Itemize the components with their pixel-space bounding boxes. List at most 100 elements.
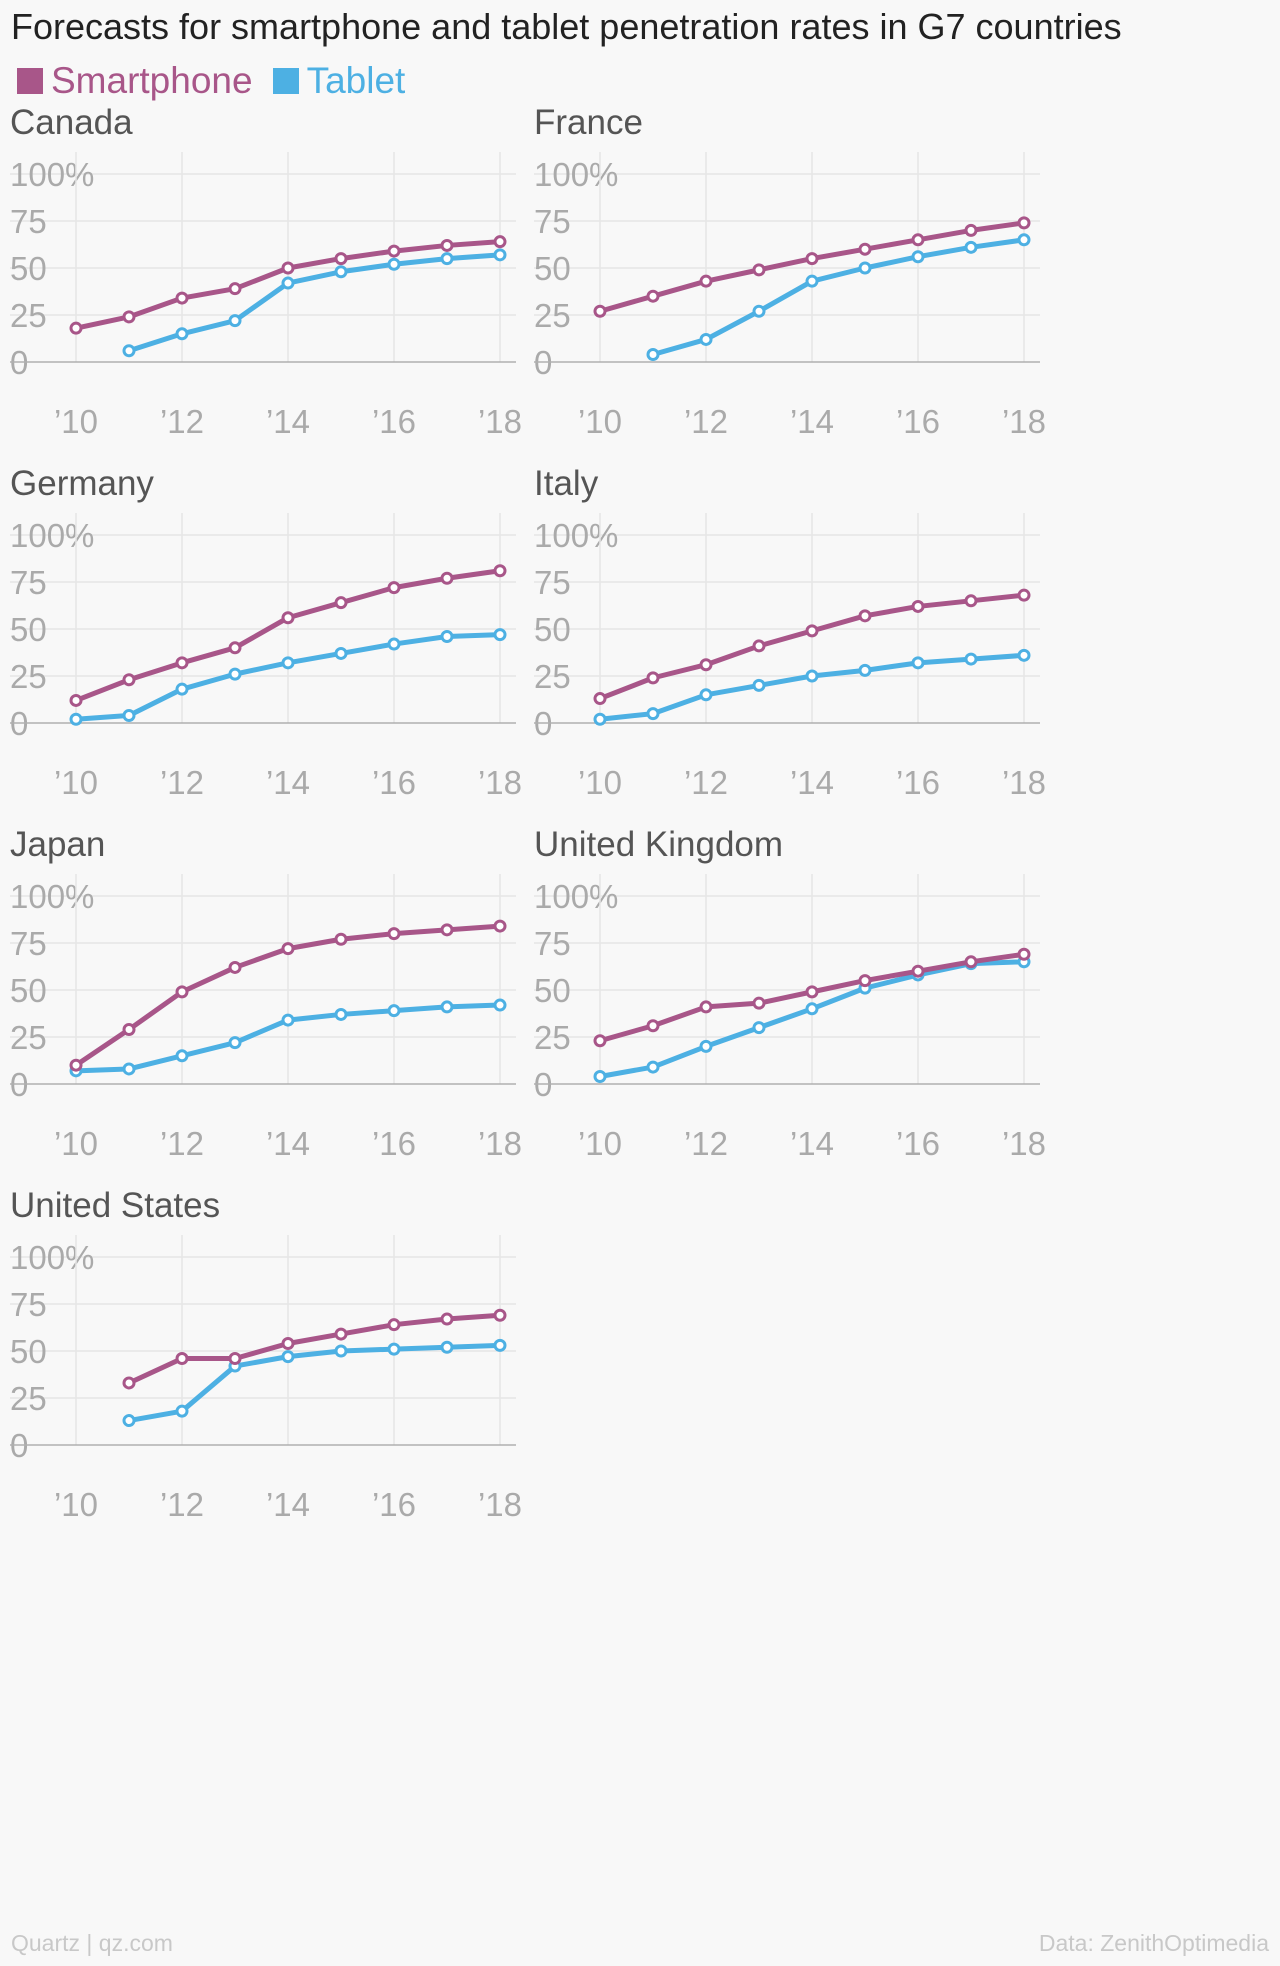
- smartphone-point: [228, 641, 242, 655]
- smartphone-point: [281, 942, 295, 956]
- x-tick-label: ’18: [478, 403, 522, 440]
- smartphone-point: [646, 289, 660, 303]
- tablet-point: [805, 274, 819, 288]
- x-tick-label: ’16: [896, 764, 940, 801]
- x-tick-label: ’18: [1002, 764, 1046, 801]
- smartphone-point: [387, 581, 401, 595]
- x-tick-label: ’16: [896, 403, 940, 440]
- y-tick-label: 100%: [10, 878, 94, 915]
- tablet-point: [699, 332, 713, 346]
- smartphone-point: [122, 310, 136, 324]
- x-tick-label: ’14: [266, 1125, 310, 1162]
- smartphone-point: [1017, 216, 1031, 230]
- y-tick-label: 25: [10, 297, 47, 334]
- smartphone-point: [964, 223, 978, 237]
- smartphone-point: [593, 1034, 607, 1048]
- smartphone-point: [122, 1376, 136, 1390]
- x-tick-label: ’18: [1002, 1125, 1046, 1162]
- y-tick-label: 75: [534, 564, 571, 601]
- y-tick-label: 50: [10, 972, 47, 1009]
- x-tick-label: ’14: [790, 403, 834, 440]
- tablet-point: [228, 667, 242, 681]
- x-tick-label: ’12: [160, 403, 204, 440]
- smartphone-point: [646, 1019, 660, 1033]
- smartphone-point: [281, 261, 295, 275]
- smartphone-point: [69, 693, 83, 707]
- smartphone-point: [964, 594, 978, 608]
- tablet-point: [122, 708, 136, 722]
- tablet-point: [175, 327, 189, 341]
- y-tick-label: 75: [534, 925, 571, 962]
- tablet-point: [493, 248, 507, 262]
- y-tick-label: 25: [534, 658, 571, 695]
- tablet-point: [175, 1049, 189, 1063]
- smartphone-point: [964, 955, 978, 969]
- smartphone-point: [440, 238, 454, 252]
- y-tick-label: 75: [10, 925, 47, 962]
- tablet-point: [1017, 648, 1031, 662]
- x-tick-label: ’12: [684, 764, 728, 801]
- tablet-line: [126, 252, 503, 354]
- tablet-point: [699, 1039, 713, 1053]
- y-tick-label: 50: [534, 250, 571, 287]
- x-tick-label: ’18: [478, 1125, 522, 1162]
- footer-credit: Data: ZenithOptimedia: [1038, 1930, 1269, 1956]
- y-tick-label: 25: [10, 658, 47, 695]
- smartphone-point: [752, 639, 766, 653]
- smartphone-point: [334, 932, 348, 946]
- smartphone-point: [646, 671, 660, 685]
- tablet-line: [650, 237, 1027, 357]
- panel-title: Canada: [10, 103, 133, 142]
- y-tick-label: 100%: [10, 517, 94, 554]
- smartphone-point: [175, 291, 189, 305]
- x-tick-label: ’10: [54, 403, 98, 440]
- x-tick-label: ’12: [160, 1125, 204, 1162]
- y-tick-label: 50: [534, 611, 571, 648]
- y-tick-label: 25: [10, 1380, 47, 1417]
- tablet-point: [646, 707, 660, 721]
- x-tick-label: ’18: [1002, 403, 1046, 440]
- y-tick-label: 25: [534, 297, 571, 334]
- tablet-point: [440, 1000, 454, 1014]
- y-tick-label: 100%: [10, 156, 94, 193]
- tablet-point: [334, 1344, 348, 1358]
- x-tick-label: ’10: [578, 764, 622, 801]
- x-tick-label: ’12: [160, 764, 204, 801]
- tablet-point: [752, 678, 766, 692]
- smartphone-point: [281, 1336, 295, 1350]
- smartphone-point: [699, 658, 713, 672]
- smartphone-point: [911, 599, 925, 613]
- smartphone-point: [122, 673, 136, 687]
- smartphone-point: [805, 252, 819, 266]
- smartphone-point: [493, 564, 507, 578]
- tablet-point: [440, 1340, 454, 1354]
- tablet-point: [964, 652, 978, 666]
- x-tick-label: ’12: [684, 403, 728, 440]
- tablet-line: [126, 1342, 503, 1424]
- tablet-point: [281, 1013, 295, 1027]
- smartphone-point: [387, 927, 401, 941]
- smartphone-point: [858, 974, 872, 988]
- smartphone-point: [493, 235, 507, 249]
- smartphone-point: [593, 692, 607, 706]
- tablet-point: [387, 1342, 401, 1356]
- tablet-point: [964, 240, 978, 254]
- x-tick-label: ’10: [578, 403, 622, 440]
- smartphone-point: [911, 964, 925, 978]
- y-tick-label: 100%: [534, 156, 618, 193]
- x-tick-label: ’18: [478, 1486, 522, 1523]
- y-tick-label: 75: [10, 564, 47, 601]
- tablet-point: [805, 669, 819, 683]
- smartphone-point: [440, 1312, 454, 1326]
- smartphone-line: [126, 1312, 503, 1386]
- smartphone-point: [175, 985, 189, 999]
- panel-title: Italy: [534, 464, 599, 503]
- smartphone-point: [493, 1308, 507, 1322]
- tablet-point: [911, 656, 925, 670]
- tablet-point: [1017, 233, 1031, 247]
- smartphone-point: [440, 923, 454, 937]
